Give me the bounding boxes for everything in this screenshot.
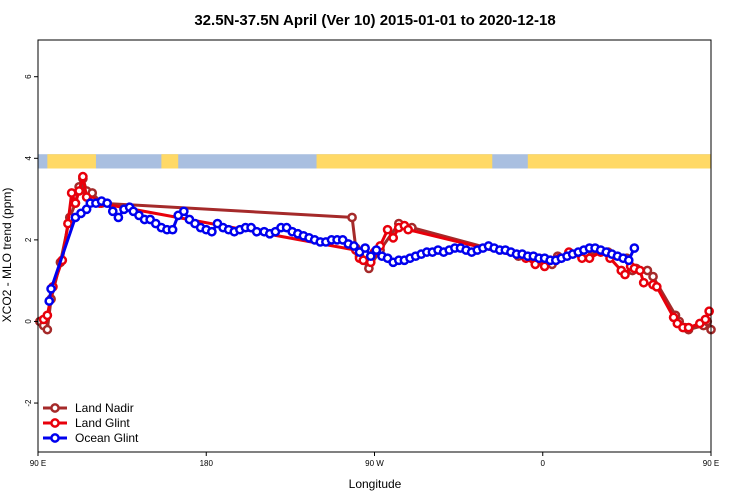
ocean-glint-point	[107, 206, 118, 217]
legend-item-land-glint: Land Glint	[43, 416, 130, 430]
x-tick-label: 90 W	[365, 459, 384, 468]
y-tick-label: -2	[24, 399, 33, 407]
y-axis-label: XCO2 - MLO trend (ppm)	[0, 188, 14, 323]
land-glint-point	[683, 322, 694, 333]
legend-label: Ocean Glint	[75, 431, 139, 445]
land-glint-point	[382, 224, 393, 235]
land-glint-point	[66, 188, 77, 198]
series-layer	[35, 171, 716, 335]
ocean-glint-point	[44, 296, 55, 306]
ocean-glint-point	[113, 212, 124, 223]
land-band-segment	[527, 154, 711, 169]
land-band-segment	[316, 154, 493, 169]
land-nadir-point	[648, 271, 658, 282]
legend-swatch-marker	[50, 433, 60, 443]
legend-item-ocean-glint: Ocean Glint	[43, 431, 139, 445]
land-glint-point	[388, 232, 399, 243]
land-glint-point	[78, 171, 88, 182]
ocean-glint-point	[623, 255, 634, 266]
y-tick-label: 4	[24, 156, 33, 161]
land-glint-point	[700, 314, 711, 325]
chart-title: 32.5N-37.5N April (Ver 10) 2015-01-01 to…	[194, 12, 555, 29]
ocean-glint-point	[360, 243, 371, 253]
land-glint-point	[42, 310, 53, 321]
legend-swatch-marker	[50, 403, 60, 413]
ocean-glint-point	[46, 283, 56, 294]
ocean-glint-point	[349, 241, 359, 251]
ocean-glint-series	[44, 196, 640, 306]
land-nadir-point	[347, 212, 357, 223]
ocean-glint-point	[365, 251, 376, 262]
land-glint-point	[403, 224, 413, 235]
land-band-segment	[161, 154, 179, 169]
x-axis: 90 E 180 90 W 0 90 E	[30, 452, 719, 468]
y-axis: -2 0 2 4 6	[24, 74, 38, 407]
legend-label: Land Nadir	[75, 401, 134, 415]
land-ocean-band	[38, 154, 711, 169]
land-glint-point	[74, 186, 84, 196]
ocean-glint-point	[102, 198, 113, 209]
land-glint-point	[704, 306, 714, 317]
land-glint-point	[620, 269, 630, 280]
x-axis-label: Longitude	[349, 477, 402, 491]
legend-swatch-marker	[50, 418, 60, 428]
ocean-glint-point	[167, 224, 178, 235]
x-tick-label: 90 E	[703, 459, 719, 468]
land-glint-point	[70, 198, 81, 209]
land-glint-point	[635, 265, 645, 276]
ocean-glint-point	[178, 206, 189, 217]
x-tick-label: 0	[541, 459, 546, 468]
ocean-glint-point	[371, 245, 382, 255]
land-glint-point	[638, 277, 649, 288]
ocean-glint-point	[207, 226, 217, 237]
legend-item-land-nadir: Land Nadir	[43, 401, 134, 415]
land-glint-point	[651, 281, 662, 292]
y-tick-label: 6	[24, 74, 33, 79]
y-tick-label: 2	[24, 237, 33, 242]
land-glint-point	[63, 218, 73, 229]
y-tick-label: 0	[24, 319, 33, 324]
land-glint-point	[358, 255, 369, 266]
ocean-glint-point	[251, 226, 262, 237]
land-nadir-point	[42, 324, 53, 335]
x-tick-label: 90 E	[30, 459, 46, 468]
land-band-segment	[47, 154, 96, 169]
land-glint-point	[584, 253, 595, 264]
x-tick-label: 180	[200, 459, 214, 468]
ocean-glint-point	[629, 243, 640, 253]
legend-label: Land Glint	[75, 416, 130, 430]
